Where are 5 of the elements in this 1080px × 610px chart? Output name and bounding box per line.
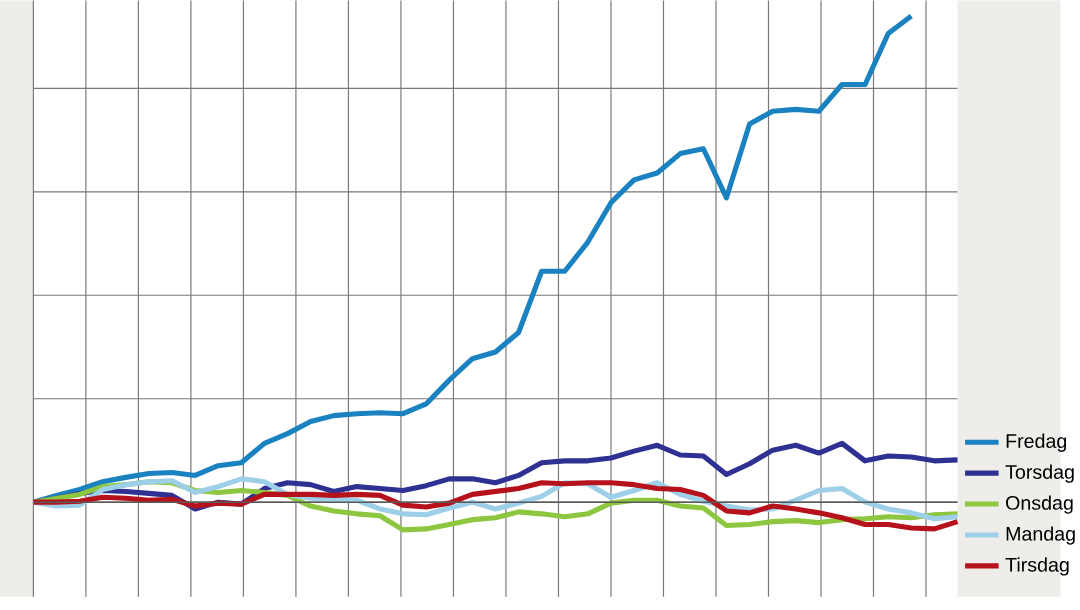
legend-label: Tirsdag [1005, 557, 1069, 576]
legend-label: Fredag [1006, 433, 1067, 452]
legend-label: Mandag [1006, 526, 1075, 545]
legend-label: Torsdag [1005, 464, 1074, 483]
legend-label: Onsdag [1006, 495, 1073, 514]
